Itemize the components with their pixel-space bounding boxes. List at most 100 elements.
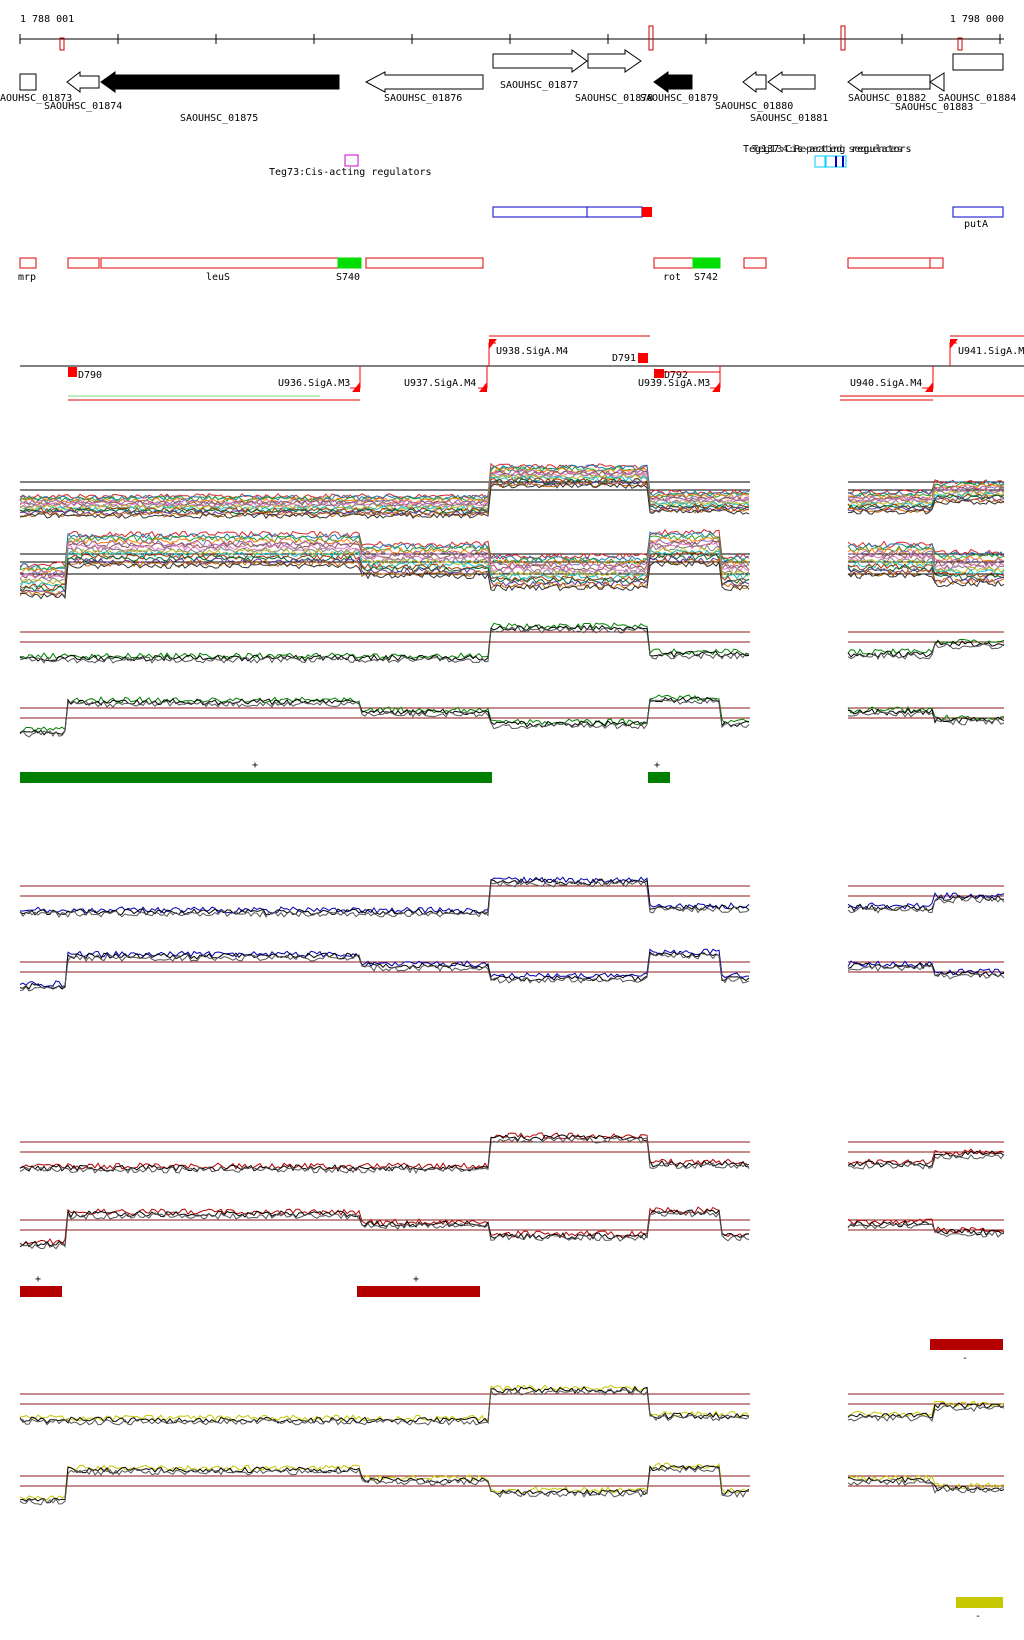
expression-line — [19, 951, 750, 990]
operon-end-marker — [642, 207, 652, 217]
annotation-box[interactable] — [67, 257, 100, 269]
expression-panel-3 — [19, 1132, 1005, 1250]
regulator-box[interactable] — [344, 154, 359, 167]
gene-SAOUHSC_01873[interactable]: SAOUHSC_01873 — [0, 73, 72, 104]
gene-arrow — [587, 49, 642, 73]
annotation-box[interactable] — [365, 257, 484, 269]
expression-line — [847, 567, 1005, 583]
expression-line — [847, 1474, 1005, 1490]
operon-box[interactable] — [492, 206, 643, 218]
annotation-box[interactable] — [847, 257, 931, 269]
expression-line — [847, 554, 1005, 570]
gene-SAOUHSC_01881[interactable]: SAOUHSC_01881 — [750, 71, 828, 124]
segment-bar[interactable] — [648, 772, 670, 783]
gene-label: SAOUHSC_01884 — [938, 93, 1016, 104]
promoter-marker[interactable] — [68, 367, 77, 377]
gene-label: SAOUHSC_01877 — [500, 80, 578, 91]
annotation-box[interactable] — [19, 257, 37, 269]
gene-arrow — [492, 49, 588, 73]
annotation-label: leuS — [206, 272, 230, 283]
annotation-box-filled[interactable] — [692, 257, 721, 269]
expression-line — [847, 892, 1005, 910]
segment-bar[interactable] — [20, 772, 492, 783]
annotation-track: mrp leuS S740 rot S742 — [18, 257, 944, 283]
expression-line — [19, 1464, 750, 1504]
promoter-label: D791 — [612, 353, 636, 364]
repeat-box[interactable] — [825, 155, 837, 168]
expression-line — [19, 878, 750, 916]
promoter-flag — [925, 382, 933, 392]
expression-line — [19, 474, 750, 511]
gene-SAOUHSC_01875[interactable]: SAOUHSC_01875 — [100, 71, 340, 124]
segment-bar[interactable] — [930, 1339, 1003, 1350]
expression-line — [19, 880, 750, 919]
coord-start: 1 788 001 — [20, 14, 74, 25]
expression-line — [19, 626, 750, 664]
multi-condition-panel — [19, 462, 1005, 600]
gene-SAOUHSC_01883[interactable]: SAOUHSC_01883 — [895, 72, 973, 113]
promoter-label: D792 — [664, 370, 688, 381]
promoter-label: D790 — [78, 370, 102, 381]
gene-arrow — [742, 70, 767, 94]
gene-arrow — [653, 71, 693, 93]
expression-line — [847, 549, 1005, 565]
annotation-box-filled[interactable] — [337, 257, 362, 269]
expression-line — [19, 553, 750, 594]
gene-label: SAOUHSC_01883 — [895, 102, 973, 113]
segment-bars: + + + + - - — [20, 760, 1003, 1622]
annotation-box[interactable] — [100, 257, 362, 269]
repeat-box[interactable] — [814, 155, 826, 168]
expression-line — [847, 483, 1005, 500]
expression-line — [847, 489, 1005, 505]
expression-line — [847, 638, 1005, 656]
annotation-label: S740 — [336, 272, 360, 283]
repeat-box[interactable] — [835, 155, 847, 168]
expression-line — [19, 952, 750, 992]
promoter-label: U938.SigA.M4 — [496, 346, 568, 357]
expression-line — [19, 533, 750, 573]
expression-line — [19, 698, 750, 738]
expression-line — [847, 641, 1005, 661]
segment-bar[interactable] — [20, 1286, 62, 1297]
annotation-label: S742 — [694, 272, 718, 283]
segment-sign: + — [654, 760, 660, 771]
repeat-label: Teg134:Repeated sequences — [752, 144, 903, 155]
expression-line — [19, 538, 750, 578]
segment-bar[interactable] — [956, 1597, 1003, 1608]
expression-line — [847, 558, 1005, 574]
promoter-marker[interactable] — [638, 353, 648, 363]
gene-SAOUHSC_01878[interactable]: SAOUHSC_01878 — [575, 49, 653, 104]
expression-line — [847, 499, 1005, 515]
promoter-track: D790 U936.SigA.M3 U937.SigA.M4 U938.SigA… — [20, 335, 1024, 401]
gene-SAOUHSC_01882[interactable]: SAOUHSC_01882 — [847, 71, 931, 104]
expression-panel-4 — [19, 1384, 1005, 1506]
expression-line — [847, 1218, 1005, 1234]
operon-box[interactable] — [952, 206, 1004, 218]
gene-label: SAOUHSC_01882 — [848, 93, 926, 104]
gene-arrow — [952, 53, 1004, 71]
annotation-label: mrp — [18, 272, 36, 283]
expression-line — [847, 571, 1005, 588]
promoter-flag — [489, 339, 497, 349]
expression-line — [847, 1220, 1005, 1236]
gene-label: SAOUHSC_01881 — [750, 113, 828, 124]
gene-SAOUHSC_01874[interactable]: SAOUHSC_01874 — [44, 70, 122, 112]
regulator-label: Teg137:Cis-acting regulators — [743, 144, 912, 155]
promoter-label: U937.SigA.M4 — [404, 378, 476, 389]
expression-line — [847, 1402, 1005, 1419]
expression-line — [847, 545, 1005, 560]
expression-line — [847, 1153, 1005, 1170]
promoter-flag — [479, 382, 487, 392]
gene-SAOUHSC_01879[interactable]: SAOUHSC_01879 — [640, 71, 718, 104]
annotation-box[interactable] — [743, 257, 767, 269]
operon-track: putA — [492, 206, 1004, 230]
expression-line — [847, 640, 1005, 658]
annotation-box[interactable] — [929, 257, 944, 269]
gene-SAOUHSC_01880[interactable]: SAOUHSC_01880 — [715, 70, 793, 112]
segment-bar[interactable] — [357, 1286, 480, 1297]
promoter-marker[interactable] — [654, 369, 664, 378]
promoter-flag — [950, 339, 958, 349]
gene-SAOUHSC_01876[interactable]: SAOUHSC_01876 — [364, 71, 484, 104]
gene-SAOUHSC_01884[interactable]: SAOUHSC_01884 — [938, 53, 1016, 104]
gene-SAOUHSC_01877[interactable]: SAOUHSC_01877 — [492, 49, 588, 91]
